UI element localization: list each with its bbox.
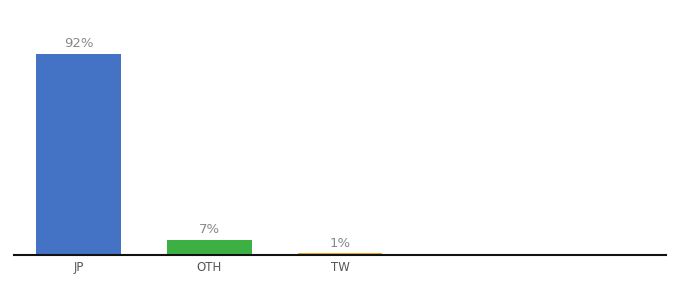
Text: 1%: 1% [329,236,351,250]
Bar [167,240,252,255]
Text: 7%: 7% [199,224,220,236]
Text: 92%: 92% [64,37,94,50]
Bar [37,53,121,255]
Bar [298,253,382,255]
